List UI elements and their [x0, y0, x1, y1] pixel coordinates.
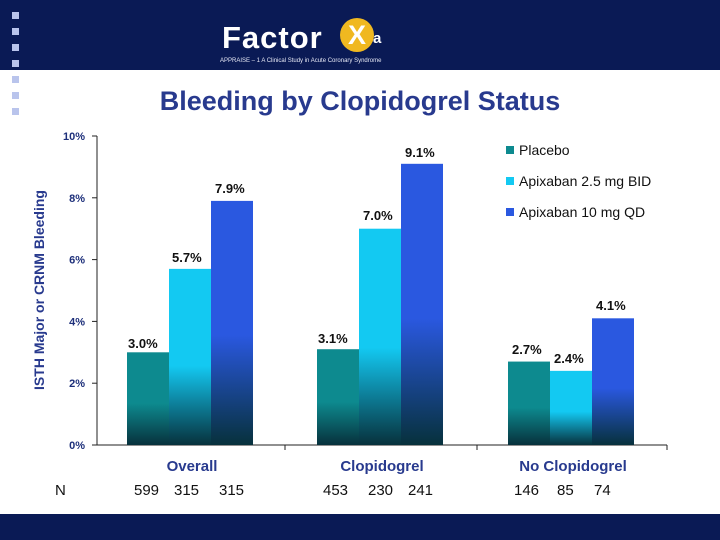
y-tick-label: 4% — [69, 316, 85, 328]
legend-swatch-1 — [506, 177, 514, 185]
n-value-1-1: 230 — [368, 482, 393, 499]
bar-0-1 — [169, 268, 211, 445]
y-axis-title: ISTH Major or CRNM Bleeding — [31, 190, 47, 390]
chart-title: Bleeding by Clopidogrel Status — [159, 86, 561, 116]
logo-subscript: a — [373, 30, 382, 47]
header-band: Factor X a APPRAISE – 1 A Clinical Study… — [0, 0, 720, 115]
bullet-square-6 — [12, 92, 19, 99]
n-value-2-0: 146 — [514, 482, 539, 499]
bullet-square-3 — [12, 44, 19, 51]
n-value-1-0: 453 — [323, 482, 348, 499]
bullet-square-7 — [12, 108, 19, 115]
data-label-1-2: 9.1% — [405, 145, 435, 160]
bullet-square-2 — [12, 28, 19, 35]
y-tick-label: 2% — [69, 378, 85, 390]
bar-2-1 — [550, 370, 592, 445]
data-label-2-2: 4.1% — [596, 298, 626, 313]
n-value-0-1: 315 — [174, 482, 199, 499]
n-label: N — [55, 482, 66, 499]
legend-entry-0: Placebo — [519, 142, 570, 158]
category-label-0: Overall — [167, 458, 218, 475]
y-tick-label: 10% — [63, 131, 85, 143]
bar-0-0 — [127, 352, 169, 445]
footer-band — [0, 514, 720, 540]
data-label-1-0: 3.1% — [318, 331, 348, 346]
n-value-2-2: 74 — [594, 482, 611, 499]
y-tick-label: 6% — [69, 255, 85, 267]
data-label-0-1: 5.7% — [172, 250, 202, 265]
logo-text: Factor — [222, 20, 323, 55]
bar-1-1 — [359, 228, 401, 445]
bullet-square-4 — [12, 60, 19, 67]
logo-x-letter: X — [347, 20, 366, 50]
bar-1-0 — [317, 349, 359, 445]
data-label-2-0: 2.7% — [512, 342, 542, 357]
legend-swatch-0 — [506, 146, 514, 154]
bullet-square-5 — [12, 76, 19, 83]
y-tick-label: 0% — [69, 440, 85, 452]
data-label-2-1: 2.4% — [554, 351, 584, 366]
n-value-0-2: 315 — [219, 482, 244, 499]
study-subtitle: APPRAISE – 1 A Clinical Study in Acute C… — [220, 58, 382, 64]
n-value-0-0: 599 — [134, 482, 159, 499]
bar-2-0 — [508, 361, 550, 445]
data-label-0-0: 3.0% — [128, 336, 158, 351]
bar-1-2 — [401, 163, 443, 445]
legend-entry-1: Apixaban 2.5 mg BID — [519, 173, 651, 189]
y-tick-label: 8% — [69, 193, 85, 205]
category-label-2: No Clopidogrel — [519, 458, 627, 475]
bar-0-2 — [211, 200, 253, 445]
bullet-square-1 — [12, 12, 19, 19]
category-label-1: Clopidogrel — [340, 458, 423, 475]
legend-swatch-2 — [506, 208, 514, 216]
n-value-1-2: 241 — [408, 482, 433, 499]
n-value-2-1: 85 — [557, 482, 574, 499]
legend-entry-2: Apixaban 10 mg QD — [519, 204, 645, 220]
data-label-1-1: 7.0% — [363, 208, 393, 223]
bar-2-2 — [592, 318, 634, 445]
data-label-0-2: 7.9% — [215, 181, 245, 196]
logo-x-circle-icon: X — [340, 18, 374, 52]
